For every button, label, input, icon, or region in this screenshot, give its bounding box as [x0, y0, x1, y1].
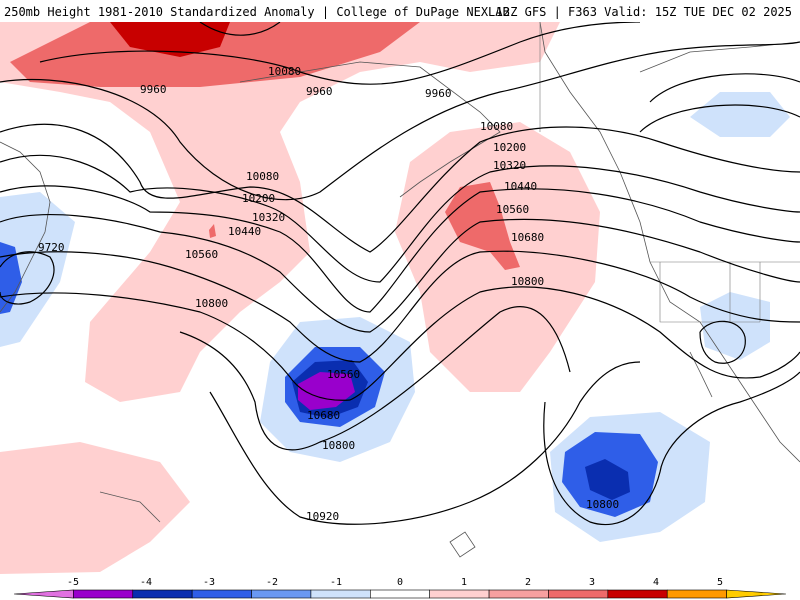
contour-label: 10440	[228, 225, 261, 238]
contour-label: 10200	[242, 192, 275, 205]
colorbar-tick: -1	[330, 577, 342, 588]
contour-label: 10080	[480, 120, 513, 133]
contour-label: 10320	[493, 159, 526, 172]
figure-header: 250mb Height 1981-2010 Standardized Anom…	[0, 0, 800, 22]
colorbar-tick: -2	[266, 577, 278, 588]
colorbar-tick: 4	[653, 577, 659, 588]
contour-label: 10200	[493, 141, 526, 154]
contour-label: 9960	[306, 85, 333, 98]
contour-label: 10440	[504, 180, 537, 193]
colorbar-segments	[13, 589, 787, 599]
colorbar-segment	[73, 589, 134, 599]
colorbar-segment	[13, 589, 74, 599]
colorbar-ticks: -5 -4 -3 -2 -1 0 1 2 3 4 5	[67, 577, 723, 588]
positive-anomaly-strong	[110, 22, 230, 57]
colorbar-tick: -3	[203, 577, 215, 588]
colorbar-segment	[726, 589, 787, 599]
colorbar-tick: 5	[717, 577, 723, 588]
valid-time-label: 12Z GFS | F363 Valid: 15Z TUE DEC 02 202…	[495, 5, 792, 19]
positive-anomaly-light	[0, 22, 600, 574]
contour-label: 9720	[38, 241, 65, 254]
colorbar-tick: 0	[397, 577, 403, 588]
contour-label: 9960	[140, 83, 167, 96]
coastlines	[0, 22, 800, 558]
contour-label: 10080	[246, 170, 279, 183]
contour-label: 10680	[307, 409, 340, 422]
colorbar-segment	[488, 589, 549, 599]
colorbar-segment	[548, 589, 609, 599]
contour-label: 10080	[268, 65, 301, 78]
anomaly-map: 10080 9960 9960 9960 10080 10200 10320 1…	[0, 22, 800, 574]
contour-label: 10560	[496, 203, 529, 216]
colorbar-segment	[132, 589, 193, 599]
contour-label: 10800	[322, 439, 355, 452]
contour-label: 10680	[511, 231, 544, 244]
colorbar-segment	[310, 589, 371, 599]
colorbar-segment	[607, 589, 668, 599]
colorbar-segment	[251, 589, 312, 599]
colorbar-tick: 3	[589, 577, 595, 588]
contour-label: 10800	[586, 498, 619, 511]
contour-label: 10320	[252, 211, 285, 224]
colorbar-segment	[370, 589, 430, 599]
contour-label: 10800	[195, 297, 228, 310]
colorbar-tick: 1	[461, 577, 467, 588]
contour-label: 10560	[327, 368, 360, 381]
colorbar-segment	[191, 589, 252, 599]
colorbar-tick: -4	[140, 577, 152, 588]
contour-label: 10560	[185, 248, 218, 261]
colorbar-segment	[429, 589, 490, 599]
contour-label: 10800	[511, 275, 544, 288]
contour-label: 10920	[306, 510, 339, 523]
colorbar-tick: 2	[525, 577, 531, 588]
contour-labels: 10080 9960 9960 9960 10080 10200 10320 1…	[38, 65, 619, 523]
colorbar-segment	[666, 589, 727, 599]
contour-label: 9960	[425, 87, 452, 100]
colorbar-tick: -5	[67, 577, 79, 588]
product-title: 250mb Height 1981-2010 Standardized Anom…	[4, 5, 510, 19]
colorbar: -5 -4 -3 -2 -1 0 1 2 3 4 5	[13, 577, 787, 599]
height-contours	[0, 22, 800, 526]
